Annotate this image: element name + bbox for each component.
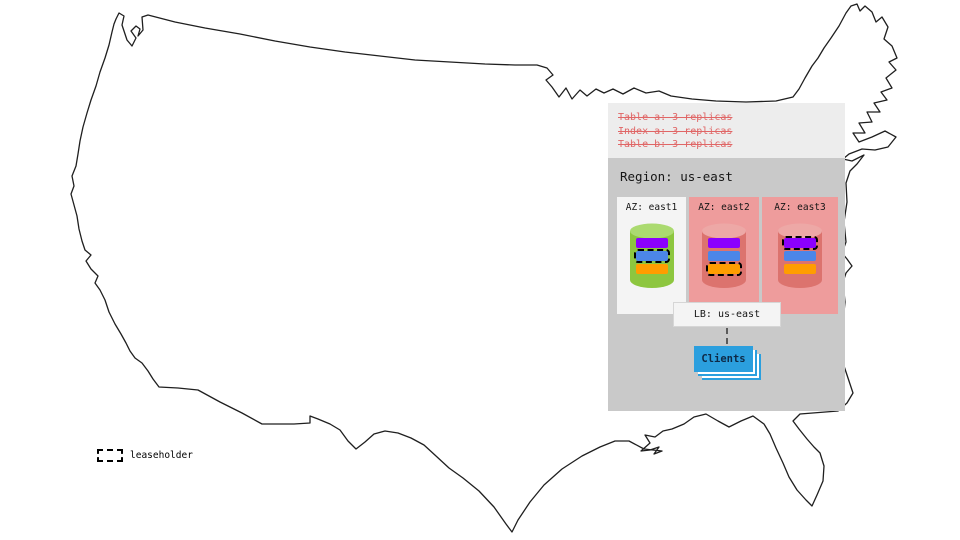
- replica-bars: [633, 238, 670, 274]
- replica-bar: [706, 262, 742, 276]
- replica-bar: [633, 249, 670, 263]
- replica-bar: [635, 238, 668, 248]
- zone-config-line: Table a: 3 replicas: [618, 112, 733, 123]
- database-node: [629, 222, 675, 290]
- region-title: Region: us-east: [620, 169, 733, 184]
- replica-bar: [708, 251, 740, 261]
- clients-box: Clients: [694, 346, 753, 372]
- replica-bar: [782, 236, 818, 250]
- region-panel: Region: us-east AZ: east1 AZ: east2: [608, 158, 845, 411]
- zone-config-panel: Table a: 3 replicas Index a: 3 replicas …: [608, 103, 845, 158]
- az-box-east1: AZ: east1: [617, 197, 686, 314]
- replica-bar: [708, 238, 740, 248]
- zone-config-line: Table b: 3 replicas: [618, 139, 733, 150]
- replica-bars: [706, 238, 742, 276]
- leaseholder-swatch-icon: [97, 449, 123, 462]
- clients-label: Clients: [701, 353, 746, 365]
- replica-bar: [635, 264, 668, 274]
- load-balancer-label: LB: us-east: [693, 309, 761, 320]
- az-label: AZ: east2: [698, 202, 750, 213]
- database-node: [777, 222, 823, 290]
- zone-config-line: Index a: 3 replicas: [618, 125, 733, 137]
- replica-bar: [784, 251, 816, 261]
- az-box-east3: AZ: east3: [762, 197, 838, 314]
- az-label: AZ: east1: [625, 202, 678, 213]
- az-row: AZ: east1 AZ: east2: [617, 197, 838, 314]
- replica-bar: [784, 264, 816, 274]
- leaseholder-legend: leaseholder: [97, 449, 193, 462]
- az-label: AZ: east3: [774, 202, 826, 213]
- az-box-east2: AZ: east2: [689, 197, 759, 314]
- load-balancer-box: LB: us-east: [673, 302, 781, 327]
- lb-clients-connector-line: [726, 328, 728, 344]
- database-node: [701, 222, 747, 290]
- leaseholder-label: leaseholder: [130, 450, 193, 461]
- replica-bars: [782, 236, 818, 274]
